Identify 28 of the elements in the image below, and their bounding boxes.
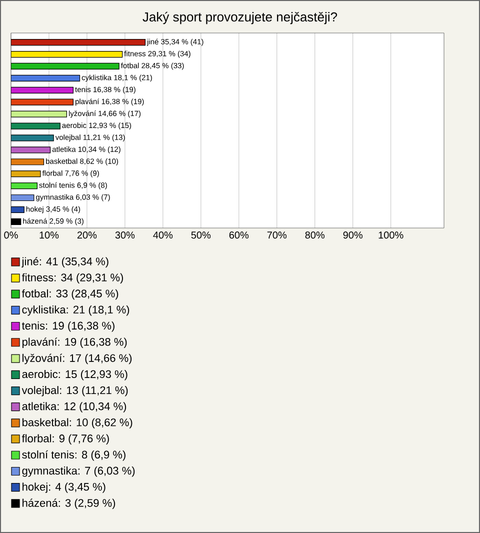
legend-label: gymnastika: 7 (6,03 %) (22, 466, 135, 477)
x-tick-label: 40% (153, 232, 173, 239)
x-tick-label: 50% (191, 232, 211, 239)
legend-label: lyžování: 17 (14,66 %) (22, 354, 132, 364)
legend-label: jiné: 41 (35,34 %) (22, 257, 108, 268)
legend-label: fotbal: 33 (28,45 %) (22, 289, 118, 300)
legend-label: házená: 3 (2,59 %) (22, 498, 116, 510)
legend-label: florbal: 9 (7,76 %) (22, 434, 109, 445)
x-tick-label: 60% (229, 232, 249, 239)
legend-label: volejbal: 13 (11,21 %) (22, 386, 128, 396)
legend-label: cyklistika: 21 (18,1 %) (22, 305, 130, 316)
x-tick-label: 10% (40, 232, 59, 239)
legend-label: plavání: 19 (16,38 %) (22, 338, 127, 348)
x-tick-label: 70% (267, 232, 287, 239)
legend-label: stolní tenis: 8 (6,9 %) (22, 450, 126, 461)
x-tick-label: 100% (378, 232, 404, 239)
legend-label: hokej: 4 (3,45 %) (22, 482, 106, 493)
x-tick-label: 0% (4, 232, 18, 239)
legend-label: aerobic: 15 (12,93 %) (22, 370, 128, 380)
x-tick-label: 80% (305, 232, 325, 239)
legend-label: tenis: 19 (16,38 %) (22, 322, 114, 332)
x-tick-label: 30% (115, 232, 135, 239)
x-tick-label: 20% (77, 232, 97, 239)
legend-label: basketbal: 10 (8,62 %) (22, 418, 132, 428)
x-tick-label: 90% (343, 232, 362, 239)
legend-label: fitness: 34 (29,31 %) (22, 273, 124, 284)
legend-label: atletika: 12 (10,34 %) (22, 402, 126, 412)
chart-title: Jaký sport provozujete nejčastěji? (142, 12, 338, 24)
